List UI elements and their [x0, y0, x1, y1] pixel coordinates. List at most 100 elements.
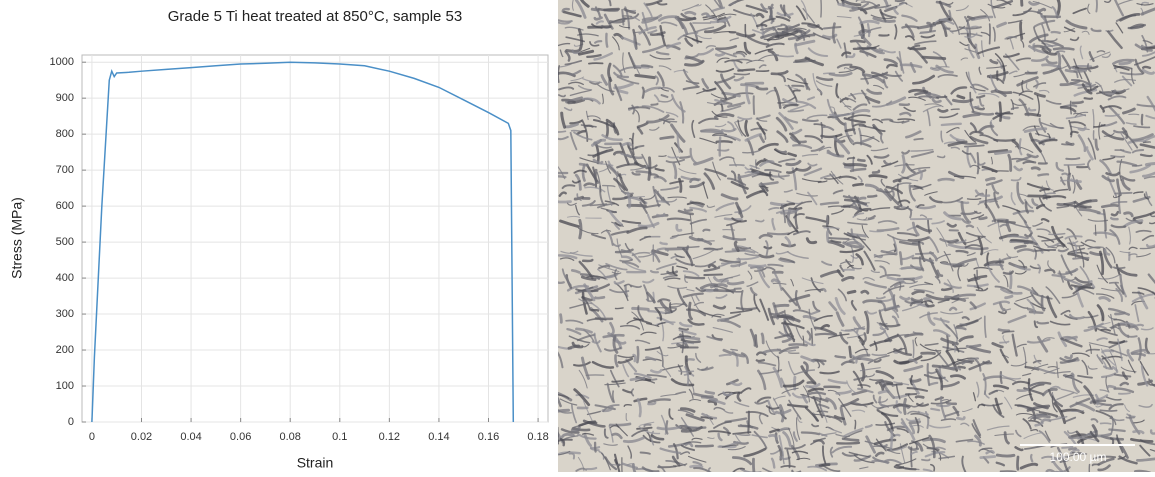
y-tick-label: 900	[56, 92, 74, 104]
grain	[1054, 48, 1073, 49]
y-axis-label: Stress (MPa)	[9, 197, 25, 279]
grain	[738, 70, 754, 71]
grain	[555, 131, 566, 132]
grain	[720, 355, 731, 356]
grain	[623, 143, 631, 145]
grain	[922, 460, 930, 461]
grain	[855, 420, 856, 428]
grain	[825, 387, 840, 388]
grain	[1120, 62, 1130, 64]
grain	[1017, 457, 1018, 469]
grain	[762, 334, 763, 343]
grain	[556, 410, 569, 411]
grain	[1038, 174, 1048, 175]
grain	[643, 18, 657, 20]
grain	[1032, 168, 1039, 169]
grain	[655, 308, 677, 309]
grain	[772, 280, 779, 282]
grain	[637, 347, 638, 362]
grain	[651, 104, 657, 105]
grain	[981, 457, 995, 458]
grain	[706, 392, 714, 394]
grain	[1133, 165, 1142, 166]
grain	[596, 297, 604, 298]
y-tick-label: 400	[56, 272, 74, 284]
grain	[784, 6, 785, 16]
grain	[843, 270, 854, 271]
y-tick-label: 300	[56, 308, 74, 320]
grain	[865, 333, 866, 341]
grain	[1149, 384, 1155, 385]
y-tick-label: 500	[56, 236, 74, 248]
grain	[1006, 296, 1012, 298]
grain	[942, 124, 961, 125]
grain	[848, 291, 855, 292]
grain	[1119, 195, 1120, 213]
x-tick-label: 0.06	[230, 431, 251, 443]
grain	[595, 443, 596, 452]
grain	[633, 308, 649, 309]
x-tick-label: 0.18	[527, 431, 548, 443]
grain	[1100, 410, 1116, 411]
grain	[1049, 234, 1065, 235]
grain	[1066, 158, 1079, 159]
grain	[661, 137, 673, 139]
grain	[944, 28, 950, 29]
grain	[643, 88, 644, 98]
grain	[803, 120, 818, 121]
y-tick-label: 1000	[50, 56, 74, 68]
grain	[939, 179, 954, 180]
grain	[829, 238, 849, 239]
grain	[833, 24, 835, 43]
y-tick-label: 700	[56, 164, 74, 176]
grain	[909, 48, 925, 49]
grain	[1114, 267, 1125, 268]
grain	[737, 308, 757, 309]
y-tick-label: 200	[56, 344, 74, 356]
grain	[589, 27, 611, 28]
grain	[853, 268, 862, 269]
grain	[790, 344, 807, 345]
grain	[816, 334, 834, 335]
grain	[900, 252, 901, 264]
grain	[1102, 205, 1117, 206]
grain	[912, 380, 920, 381]
grain	[1146, 163, 1155, 164]
grain	[1101, 329, 1110, 330]
chart-title: Grade 5 Ti heat treated at 850°C, sample…	[168, 8, 463, 25]
grain	[1000, 342, 1009, 343]
grain	[685, 210, 692, 211]
grain	[1110, 283, 1119, 284]
grain	[1116, 313, 1125, 314]
grain	[923, 57, 945, 58]
grain	[696, 446, 713, 447]
grain	[1073, 102, 1083, 103]
grain	[757, 25, 766, 26]
grain	[820, 465, 829, 466]
grain	[843, 439, 858, 441]
grain	[587, 468, 596, 469]
grain	[789, 208, 801, 209]
grain	[561, 315, 562, 323]
grain	[792, 86, 803, 87]
grain	[891, 431, 892, 450]
grain	[1000, 103, 1001, 121]
grain	[580, 220, 581, 238]
grain	[1068, 166, 1069, 175]
grain	[870, 176, 886, 178]
grain	[1029, 196, 1050, 197]
grain	[872, 354, 886, 355]
grain	[916, 253, 933, 254]
grain	[1108, 386, 1115, 387]
y-tick-label: 100	[56, 380, 74, 392]
grain	[651, 271, 658, 272]
grain	[1036, 250, 1056, 251]
grain	[836, 356, 845, 357]
grain	[987, 178, 995, 180]
grain	[951, 109, 959, 110]
grain	[789, 353, 799, 354]
grain	[999, 330, 1009, 331]
scale-bar-label: 100.00 µm	[1050, 450, 1107, 464]
grain	[1119, 393, 1130, 394]
